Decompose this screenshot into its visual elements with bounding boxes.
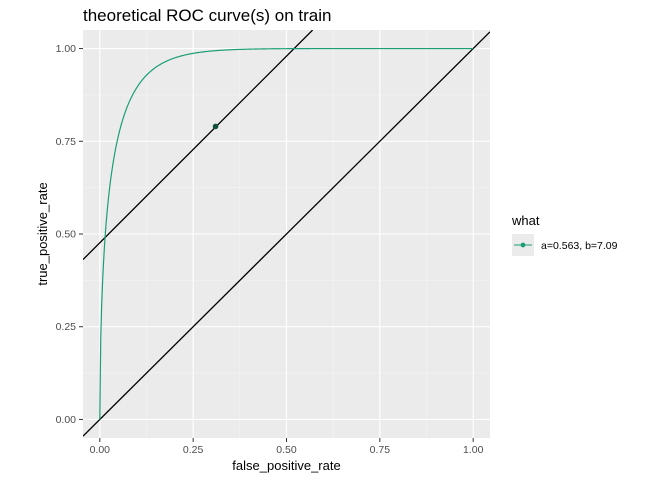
series-layer — [99, 47, 474, 420]
legend-title: what — [511, 213, 540, 228]
legend-label: a=0.563, b=7.09 — [541, 240, 618, 252]
diagonal-line — [83, 31, 490, 437]
x-tick-label: 0.75 — [370, 444, 391, 456]
legend-key-dot — [520, 242, 526, 248]
y-tick-label: 1.00 — [56, 43, 77, 55]
x-axis-label: false_positive_rate — [232, 458, 340, 473]
reference-lines — [83, 30, 490, 437]
y-tick-label: 0.00 — [56, 414, 77, 426]
axis-ticks: 0.00 0.25 0.50 0.75 1.00 0.00 0.25 0.50 0.75 1.00 — [56, 43, 484, 456]
y-tick-label: 0.75 — [56, 136, 77, 148]
chart-title: theoretical ROC curve(s) on train — [83, 6, 331, 25]
x-tick-label: 0.50 — [276, 444, 297, 456]
y-tick-label: 0.50 — [56, 229, 77, 241]
x-tick-label: 0.00 — [90, 444, 111, 456]
legend: what a=0.563, b=7.09 — [511, 213, 618, 256]
highlight-point — [212, 123, 219, 130]
y-tick-label: 0.25 — [56, 321, 77, 333]
y-axis-label: true_positive_rate — [35, 182, 50, 285]
tangent-line — [83, 30, 314, 261]
x-tick-label: 1.00 — [463, 444, 484, 456]
x-tick-label: 0.25 — [183, 444, 204, 456]
roc-curve — [99, 47, 474, 420]
